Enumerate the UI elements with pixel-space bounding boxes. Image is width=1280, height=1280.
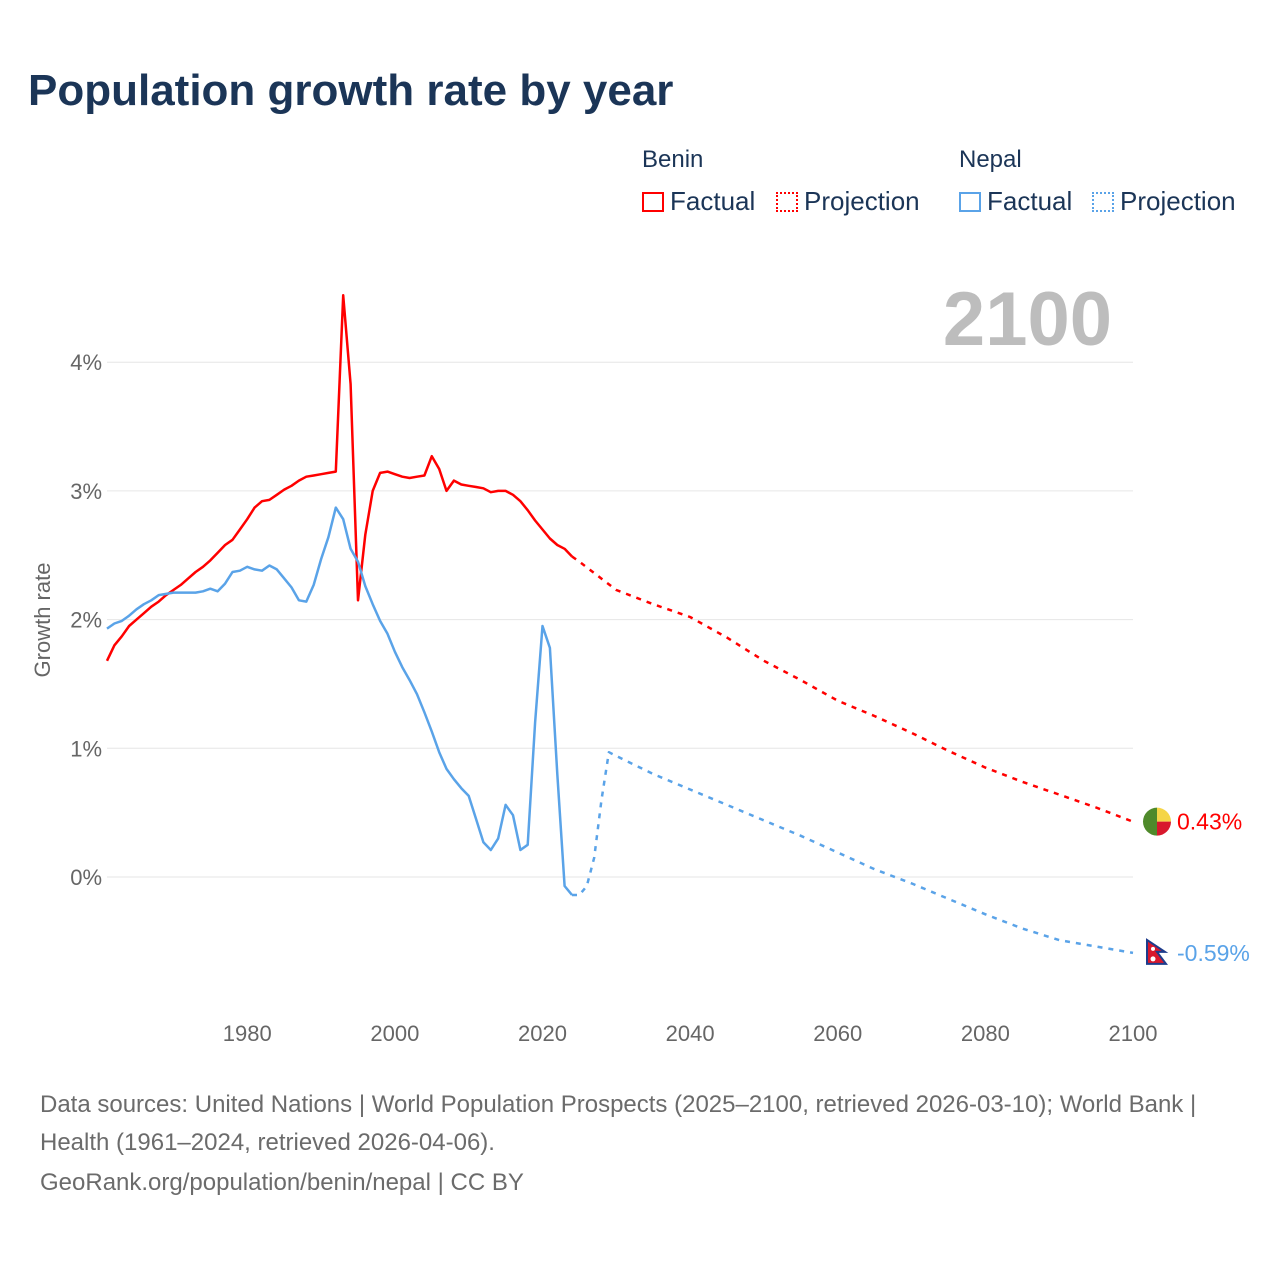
legend-benin-factual[interactable]: Factual <box>642 186 755 217</box>
legend-title-nepal: Nepal <box>959 146 1022 173</box>
y-axis-label: Growth rate <box>30 563 55 678</box>
x-tick-label: 2080 <box>961 1021 1010 1046</box>
y-tick-label: 4% <box>70 350 102 375</box>
legend-label: Factual <box>670 186 756 216</box>
dotted-swatch-icon <box>1092 191 1114 212</box>
x-tick-label: 2020 <box>518 1021 567 1046</box>
x-tick-label: 1980 <box>223 1021 272 1046</box>
series-line-nepal-projection <box>572 750 1134 955</box>
series-line-benin-factual <box>105 294 573 662</box>
x-tick-label: 2100 <box>1109 1021 1158 1046</box>
y-tick-label: 2% <box>70 608 102 633</box>
end-value-label-benin: 0.43% <box>1177 809 1242 835</box>
solid-swatch-icon <box>642 191 664 212</box>
legend-nepal-projection[interactable]: Projection <box>1092 186 1236 217</box>
credit-link[interactable]: GeoRank.org/population/benin/nepal | CC … <box>40 1169 524 1196</box>
x-tick-label: 2060 <box>813 1021 862 1046</box>
solid-swatch-icon <box>959 191 981 212</box>
legend-label: Projection <box>1120 186 1236 216</box>
legend-nepal-factual[interactable]: Factual <box>959 186 1072 217</box>
benin-flag-icon <box>1143 807 1171 836</box>
data-sources: Data sources: United Nations | World Pop… <box>40 1091 1197 1156</box>
legend-label: Projection <box>804 186 920 216</box>
y-tick-label: 0% <box>70 865 102 890</box>
y-tick-label: 3% <box>70 479 102 504</box>
x-tick-label: 2040 <box>666 1021 715 1046</box>
dotted-swatch-icon <box>776 191 798 212</box>
x-tick-label: 2000 <box>370 1021 419 1046</box>
series-line-benin-projection <box>571 555 1134 823</box>
series-line-nepal-factual <box>106 506 573 896</box>
legend-title-benin: Benin <box>642 146 704 173</box>
page-title: Population growth rate by year <box>28 66 674 115</box>
legend-label: Factual <box>987 186 1073 216</box>
y-tick-label: 1% <box>70 736 102 761</box>
end-value-label-nepal: -0.59% <box>1177 940 1250 966</box>
current-year-label: 2100 <box>942 277 1112 362</box>
legend-benin-projection[interactable]: Projection <box>776 186 920 217</box>
nepal-flag-icon <box>1143 938 1171 967</box>
